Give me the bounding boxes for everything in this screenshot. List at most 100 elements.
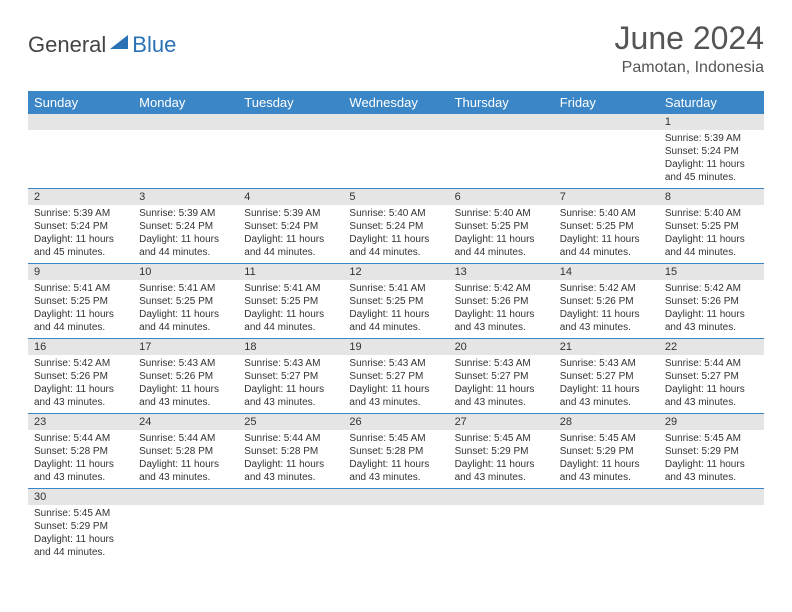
calendar-cell <box>554 114 659 189</box>
sunset-text: Sunset: 5:28 PM <box>34 445 127 458</box>
day-data: Sunrise: 5:43 AMSunset: 5:27 PMDaylight:… <box>449 355 554 413</box>
day-number: 16 <box>28 339 133 355</box>
calendar-cell: 2Sunrise: 5:39 AMSunset: 5:24 PMDaylight… <box>28 189 133 264</box>
day-data: Sunrise: 5:43 AMSunset: 5:27 PMDaylight:… <box>554 355 659 413</box>
sunrise-text: Sunrise: 5:44 AM <box>244 432 337 445</box>
sunrise-text: Sunrise: 5:41 AM <box>34 282 127 295</box>
sunrise-text: Sunrise: 5:43 AM <box>244 357 337 370</box>
sunset-text: Sunset: 5:27 PM <box>665 370 758 383</box>
calendar-cell: 7Sunrise: 5:40 AMSunset: 5:25 PMDaylight… <box>554 189 659 264</box>
sunset-text: Sunset: 5:29 PM <box>665 445 758 458</box>
day-number: 8 <box>659 189 764 205</box>
sunset-text: Sunset: 5:25 PM <box>455 220 548 233</box>
day-data: Sunrise: 5:39 AMSunset: 5:24 PMDaylight:… <box>133 205 238 263</box>
calendar-cell: 17Sunrise: 5:43 AMSunset: 5:26 PMDayligh… <box>133 339 238 414</box>
sunrise-text: Sunrise: 5:39 AM <box>34 207 127 220</box>
day-data: Sunrise: 5:44 AMSunset: 5:27 PMDaylight:… <box>659 355 764 413</box>
day-data: Sunrise: 5:45 AMSunset: 5:29 PMDaylight:… <box>28 505 133 563</box>
day-number: 17 <box>133 339 238 355</box>
daylight-text: Daylight: 11 hours and 44 minutes. <box>560 233 653 259</box>
day-header: Monday <box>133 91 238 114</box>
day-number: 19 <box>343 339 448 355</box>
calendar-cell: 25Sunrise: 5:44 AMSunset: 5:28 PMDayligh… <box>238 414 343 489</box>
daylight-text: Daylight: 11 hours and 44 minutes. <box>244 308 337 334</box>
sunset-text: Sunset: 5:29 PM <box>34 520 127 533</box>
daylight-text: Daylight: 11 hours and 43 minutes. <box>34 383 127 409</box>
sunset-text: Sunset: 5:27 PM <box>349 370 442 383</box>
day-number: 27 <box>449 414 554 430</box>
sunset-text: Sunset: 5:26 PM <box>560 295 653 308</box>
day-data: Sunrise: 5:44 AMSunset: 5:28 PMDaylight:… <box>238 430 343 488</box>
calendar-cell <box>238 114 343 189</box>
daylight-text: Daylight: 11 hours and 44 minutes. <box>139 233 232 259</box>
sunrise-text: Sunrise: 5:43 AM <box>560 357 653 370</box>
day-number: 29 <box>659 414 764 430</box>
calendar-cell: 18Sunrise: 5:43 AMSunset: 5:27 PMDayligh… <box>238 339 343 414</box>
empty-daynum-bar <box>133 489 238 505</box>
sunset-text: Sunset: 5:25 PM <box>349 295 442 308</box>
sunrise-text: Sunrise: 5:45 AM <box>665 432 758 445</box>
sunset-text: Sunset: 5:27 PM <box>560 370 653 383</box>
sunset-text: Sunset: 5:25 PM <box>665 220 758 233</box>
sunset-text: Sunset: 5:27 PM <box>244 370 337 383</box>
day-data: Sunrise: 5:44 AMSunset: 5:28 PMDaylight:… <box>133 430 238 488</box>
sunset-text: Sunset: 5:24 PM <box>244 220 337 233</box>
sunset-text: Sunset: 5:24 PM <box>665 145 758 158</box>
sunrise-text: Sunrise: 5:45 AM <box>560 432 653 445</box>
sunset-text: Sunset: 5:25 PM <box>34 295 127 308</box>
day-number: 12 <box>343 264 448 280</box>
sunset-text: Sunset: 5:25 PM <box>560 220 653 233</box>
sunrise-text: Sunrise: 5:40 AM <box>665 207 758 220</box>
calendar-cell: 6Sunrise: 5:40 AMSunset: 5:25 PMDaylight… <box>449 189 554 264</box>
daylight-text: Daylight: 11 hours and 43 minutes. <box>139 458 232 484</box>
page-title: June 2024 <box>615 20 764 57</box>
daylight-text: Daylight: 11 hours and 43 minutes. <box>665 383 758 409</box>
page-header: General Blue June 2024 Pamotan, Indonesi… <box>28 20 764 77</box>
calendar-week: 9Sunrise: 5:41 AMSunset: 5:25 PMDaylight… <box>28 264 764 339</box>
day-data: Sunrise: 5:43 AMSunset: 5:27 PMDaylight:… <box>343 355 448 413</box>
sunset-text: Sunset: 5:24 PM <box>349 220 442 233</box>
daylight-text: Daylight: 11 hours and 43 minutes. <box>560 308 653 334</box>
daylight-text: Daylight: 11 hours and 45 minutes. <box>34 233 127 259</box>
calendar-cell <box>449 114 554 189</box>
calendar-week: 2Sunrise: 5:39 AMSunset: 5:24 PMDaylight… <box>28 189 764 264</box>
calendar-cell <box>133 114 238 189</box>
calendar-cell: 5Sunrise: 5:40 AMSunset: 5:24 PMDaylight… <box>343 189 448 264</box>
sunrise-text: Sunrise: 5:45 AM <box>455 432 548 445</box>
day-header: Tuesday <box>238 91 343 114</box>
day-number: 7 <box>554 189 659 205</box>
sunrise-text: Sunrise: 5:39 AM <box>665 132 758 145</box>
sunrise-text: Sunrise: 5:41 AM <box>244 282 337 295</box>
empty-daynum-bar <box>659 489 764 505</box>
daylight-text: Daylight: 11 hours and 43 minutes. <box>244 458 337 484</box>
sunset-text: Sunset: 5:26 PM <box>34 370 127 383</box>
sunrise-text: Sunrise: 5:40 AM <box>455 207 548 220</box>
day-number: 20 <box>449 339 554 355</box>
daylight-text: Daylight: 11 hours and 44 minutes. <box>34 308 127 334</box>
daylight-text: Daylight: 11 hours and 43 minutes. <box>665 458 758 484</box>
day-data: Sunrise: 5:40 AMSunset: 5:25 PMDaylight:… <box>554 205 659 263</box>
calendar-cell: 9Sunrise: 5:41 AMSunset: 5:25 PMDaylight… <box>28 264 133 339</box>
daylight-text: Daylight: 11 hours and 43 minutes. <box>34 458 127 484</box>
day-header: Friday <box>554 91 659 114</box>
daylight-text: Daylight: 11 hours and 45 minutes. <box>665 158 758 184</box>
daylight-text: Daylight: 11 hours and 43 minutes. <box>455 458 548 484</box>
sunrise-text: Sunrise: 5:40 AM <box>349 207 442 220</box>
day-data: Sunrise: 5:41 AMSunset: 5:25 PMDaylight:… <box>343 280 448 338</box>
daylight-text: Daylight: 11 hours and 44 minutes. <box>244 233 337 259</box>
day-number: 4 <box>238 189 343 205</box>
sunset-text: Sunset: 5:29 PM <box>455 445 548 458</box>
day-data: Sunrise: 5:45 AMSunset: 5:29 PMDaylight:… <box>554 430 659 488</box>
daylight-text: Daylight: 11 hours and 43 minutes. <box>244 383 337 409</box>
day-number: 22 <box>659 339 764 355</box>
daylight-text: Daylight: 11 hours and 43 minutes. <box>349 383 442 409</box>
daylight-text: Daylight: 11 hours and 43 minutes. <box>560 458 653 484</box>
title-block: June 2024 Pamotan, Indonesia <box>615 20 764 77</box>
empty-daynum-bar <box>238 489 343 505</box>
sunrise-text: Sunrise: 5:42 AM <box>34 357 127 370</box>
day-number: 3 <box>133 189 238 205</box>
day-data: Sunrise: 5:41 AMSunset: 5:25 PMDaylight:… <box>238 280 343 338</box>
sunrise-text: Sunrise: 5:44 AM <box>34 432 127 445</box>
day-number: 23 <box>28 414 133 430</box>
day-data: Sunrise: 5:40 AMSunset: 5:25 PMDaylight:… <box>659 205 764 263</box>
